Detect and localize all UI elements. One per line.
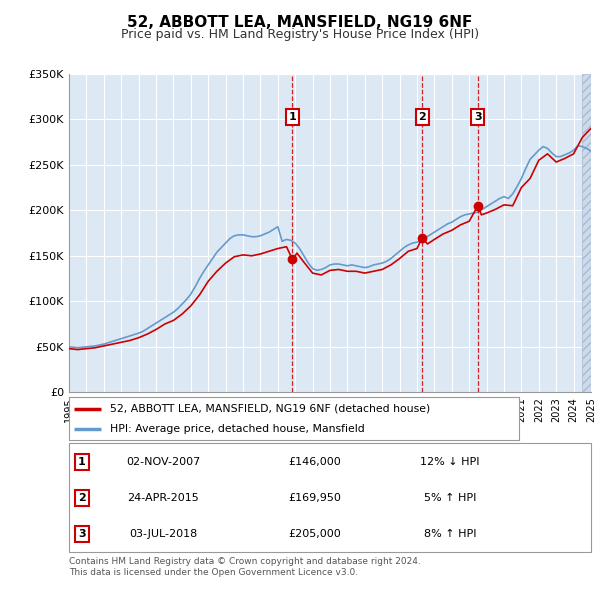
Text: HPI: Average price, detached house, Mansfield: HPI: Average price, detached house, Mans…: [110, 424, 364, 434]
Text: 02-NOV-2007: 02-NOV-2007: [126, 457, 200, 467]
Text: £146,000: £146,000: [288, 457, 341, 467]
Text: £205,000: £205,000: [288, 529, 341, 539]
Text: 2: 2: [78, 493, 86, 503]
Text: 52, ABBOTT LEA, MANSFIELD, NG19 6NF: 52, ABBOTT LEA, MANSFIELD, NG19 6NF: [127, 15, 473, 30]
Text: 12% ↓ HPI: 12% ↓ HPI: [421, 457, 480, 467]
Text: 2: 2: [418, 112, 426, 122]
Text: 24-APR-2015: 24-APR-2015: [127, 493, 199, 503]
Text: 1: 1: [78, 457, 86, 467]
Text: 3: 3: [78, 529, 86, 539]
Text: 5% ↑ HPI: 5% ↑ HPI: [424, 493, 476, 503]
Text: Price paid vs. HM Land Registry's House Price Index (HPI): Price paid vs. HM Land Registry's House …: [121, 28, 479, 41]
Text: 3: 3: [474, 112, 482, 122]
Text: 1: 1: [289, 112, 296, 122]
Text: 03-JUL-2018: 03-JUL-2018: [129, 529, 197, 539]
Text: Contains HM Land Registry data © Crown copyright and database right 2024.: Contains HM Land Registry data © Crown c…: [69, 557, 421, 566]
Text: 8% ↑ HPI: 8% ↑ HPI: [424, 529, 476, 539]
Text: 52, ABBOTT LEA, MANSFIELD, NG19 6NF (detached house): 52, ABBOTT LEA, MANSFIELD, NG19 6NF (det…: [110, 404, 430, 414]
Text: This data is licensed under the Open Government Licence v3.0.: This data is licensed under the Open Gov…: [69, 568, 358, 576]
Text: £169,950: £169,950: [288, 493, 341, 503]
Bar: [582, 74, 591, 392]
